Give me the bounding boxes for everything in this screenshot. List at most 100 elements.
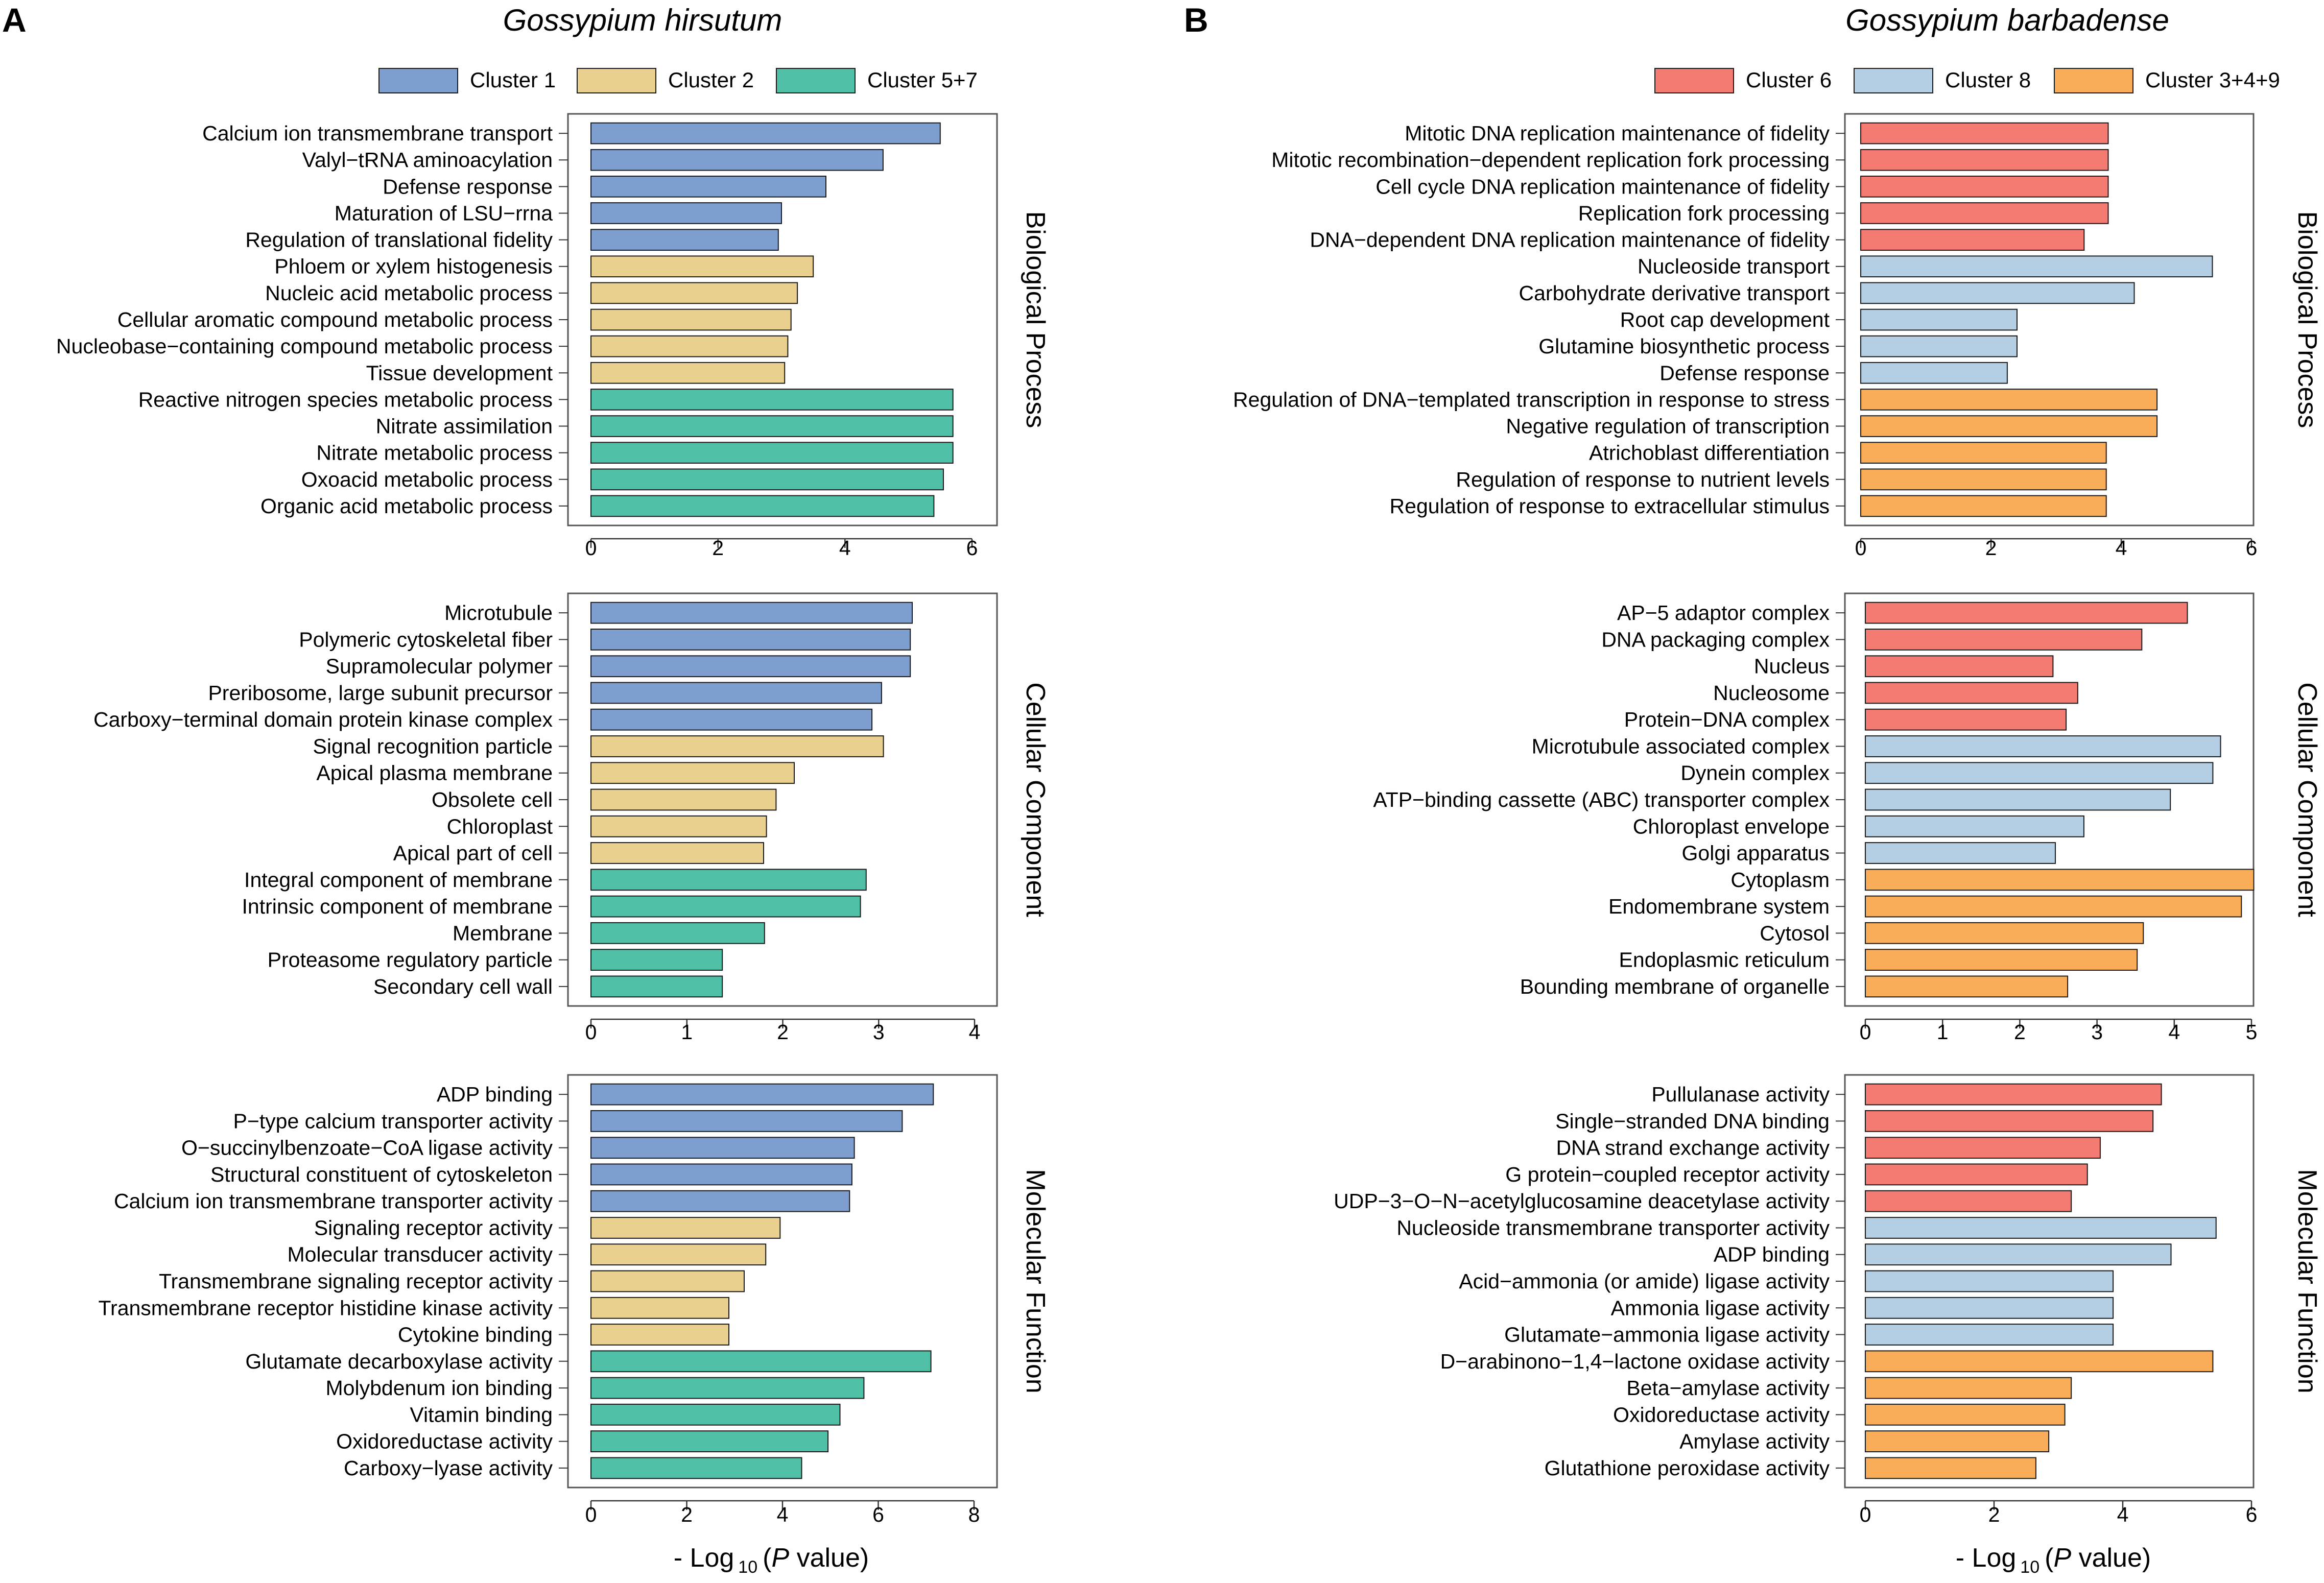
panel-b-cellular-component-bar [1865, 922, 2144, 944]
panel-a-molecular-function-bar [590, 1403, 841, 1426]
panel-a-cellular-component-term-label: Secondary cell wall [373, 975, 553, 998]
panel-b-cellular-component-bar [1865, 602, 2188, 624]
panel-a-cellular-component-bar [590, 682, 882, 704]
panel-b-cellular-component-term-label: Chloroplast envelope [1633, 814, 1830, 838]
legend-label-cluster-2: Cluster 2 [668, 68, 754, 92]
panel-b-x-axis-title: - Log 10 (P value) [1956, 1543, 2151, 1577]
panel-a-biological-process-bar [590, 415, 954, 437]
panel-b-molecular-function-term-label: Pullulanase activity [1651, 1083, 1830, 1106]
panel-b-molecular-function-bar [1865, 1350, 2214, 1373]
panel-a-cellular-component-term-label: Carboxy−terminal domain protein kinase c… [93, 708, 553, 731]
panel-b-biological-process-x-tick-label: 6 [2246, 536, 2258, 560]
panel-b-cellular-component-x-tick-label: 3 [2091, 1020, 2103, 1044]
panel-b-molecular-function-bar [1865, 1137, 2101, 1159]
panel-a-biological-process-term-label: Oxoacid metabolic process [301, 468, 553, 491]
panel-a-cellular-component-term-label: Preribosome, large subunit precursor [208, 681, 553, 705]
panel-b-biological-process-term-label: Regulation of response to extracellular … [1390, 494, 1830, 518]
panel-b-molecular-function-term-label: Amylase activity [1679, 1430, 1830, 1453]
panel-b-molecular-function-term-label: DNA strand exchange activity [1556, 1136, 1830, 1160]
panel-a-molecular-function-bar [590, 1217, 781, 1239]
panel-a-x-axis-title: - Log 10 (P value) [674, 1543, 869, 1577]
panel-a-molecular-function-bar [590, 1297, 729, 1319]
panel-a-molecular-function-bar [590, 1457, 802, 1479]
panel-b-cellular-component-bar [1865, 815, 2084, 837]
panel-a-cellular-component-bar [590, 735, 884, 757]
panel-a-cellular-component-term-label: Apical plasma membrane [316, 761, 553, 785]
panel-b-biological-process-term-label: DNA−dependent DNA replication maintenanc… [1310, 228, 1830, 252]
panel-b-molecular-function-bar [1865, 1190, 2072, 1212]
panel-b-molecular-function-term-label: D−arabinono−1,4−lactone oxidase activity [1440, 1350, 1830, 1373]
panel-a-cellular-component-term-label: Signal recognition particle [313, 735, 553, 758]
panel-b-cellular-component-term-label: Endoplasmic reticulum [1619, 948, 1830, 972]
panel-a-biological-process-bar [590, 255, 814, 278]
panel-a-biological-process-bar [590, 229, 779, 251]
panel-b-cellular-component-term-label: Protein−DNA complex [1624, 708, 1830, 731]
panel-a-biological-process-term-label: Tissue development [366, 361, 553, 385]
legend-swatch-cluster-6 [1654, 68, 1734, 93]
panel-b-molecular-function-bar [1865, 1217, 2217, 1239]
x-title-subscript: 10 [738, 1557, 757, 1577]
panel-a-biological-process-term-label: Regulation of translational fidelity [245, 228, 553, 252]
panel-b-molecular-function-x-tick-label: 0 [1860, 1503, 1871, 1526]
panel-a-molecular-function-term-label: Cytokine binding [398, 1323, 553, 1347]
panel-b-molecular-function-facet-label: Molecular Function [2292, 1169, 2322, 1393]
panel-a-legend: Cluster 1 Cluster 2 Cluster 5+7 [378, 68, 978, 93]
panel-b-cellular-component-bar [1865, 895, 2242, 918]
panel-a-cellular-component-x-tick-label: 4 [969, 1020, 981, 1044]
panel-a-molecular-function-bar [590, 1190, 850, 1212]
panel-a-biological-process-term-label: Phloem or xylem histogenesis [274, 255, 553, 278]
panel-b-cellular-component-bar [1865, 788, 2171, 811]
panel-b-cellular-component-bar [1865, 949, 2138, 971]
panel-b-molecular-function-term-label: Oxidoreductase activity [1613, 1403, 1830, 1426]
panel-a-biological-process-term-label: Nucleic acid metabolic process [265, 281, 553, 305]
panel-a-biological-process-term-label: Reactive nitrogen species metabolic proc… [138, 388, 553, 411]
panel-b-cellular-component-x-tick-label: 4 [2168, 1020, 2180, 1044]
panel-b-biological-process-bar [1860, 442, 2107, 464]
panel-a-cellular-component-x-tick-label: 3 [873, 1020, 885, 1044]
legend-swatch-cluster-2 [577, 68, 656, 93]
panel-b-biological-process-bar [1860, 415, 2158, 437]
panel-a-cellular-component-bar [590, 842, 764, 864]
x-title-rest: value) [789, 1543, 869, 1573]
panel-a-biological-process-x-tick-label: 2 [712, 536, 724, 560]
panel-b-molecular-function-term-label: Acid−ammonia (or amide) ligase activity [1459, 1269, 1830, 1293]
x-title-open: ( [2045, 1543, 2054, 1573]
panel-b-biological-process-bar [1860, 308, 2018, 331]
x-title-italic: P [771, 1543, 789, 1573]
panel-a-cellular-component-bar [590, 922, 765, 944]
panel-a-cellular-component-bar [590, 762, 795, 784]
x-title-italic: P [2053, 1543, 2071, 1573]
panel-a-biological-process-bar [590, 442, 954, 464]
panel-a-molecular-function-term-label: Transmembrane signaling receptor activit… [159, 1269, 553, 1293]
panel-b-cellular-component-term-label: Golgi apparatus [1682, 842, 1830, 865]
panel-b-cellular-component-facet-label: Cellular Component [2292, 682, 2322, 917]
panel-b-cellular-component-term-label: Cytoplasm [1730, 868, 1830, 892]
panel-b-molecular-function-bar [1865, 1403, 2066, 1426]
panel-b-molecular-function-bar [1865, 1297, 2114, 1319]
panel-b-cellular-component-term-label: Nucleus [1754, 655, 1830, 678]
panel-a-biological-process-bar [590, 308, 792, 331]
panel-b-molecular-function-term-label: Ammonia ligase activity [1611, 1296, 1830, 1320]
panel-b-cellular-component-chart: AP−5 adaptor complex DNA packaging comple… [1373, 592, 2322, 1044]
panel-a-biological-process-bar [590, 122, 941, 145]
panel-b-molecular-function-bar [1865, 1243, 2172, 1266]
panel-a-molecular-function-term-label: Glutamate decarboxylase activity [245, 1350, 553, 1373]
panel-b-molecular-function-bar [1865, 1377, 2072, 1399]
panel-a-biological-process-bar [590, 149, 884, 171]
panel-b-cellular-component-bar [1865, 655, 2054, 678]
panel-b-biological-process-term-label: Nucleoside transport [1638, 255, 1830, 278]
panel-b-cellular-component-bar [1865, 708, 2067, 731]
legend-label-cluster-1: Cluster 1 [470, 68, 556, 92]
legend-swatch-cluster-8 [1854, 68, 1933, 93]
panel-a-molecular-function-bar [590, 1137, 855, 1159]
panel-a-biological-process-facet-label: Biological Process [1021, 211, 1050, 428]
panel-b-cellular-component-term-label: AP−5 adaptor complex [1617, 601, 1830, 625]
panel-b-molecular-function-bar [1865, 1163, 2088, 1186]
panel-a-cellular-component-term-label: Intrinsic component of membrane [242, 895, 553, 918]
panel-a-biological-process-bar [590, 495, 935, 517]
panel-a-species-title: Gossypium hirsutum [503, 3, 782, 37]
panel-b-molecular-function-bar [1865, 1457, 2036, 1479]
panel-a-cellular-component-x-tick-label: 0 [585, 1020, 597, 1044]
panel-b-biological-process-bar [1860, 202, 2109, 224]
